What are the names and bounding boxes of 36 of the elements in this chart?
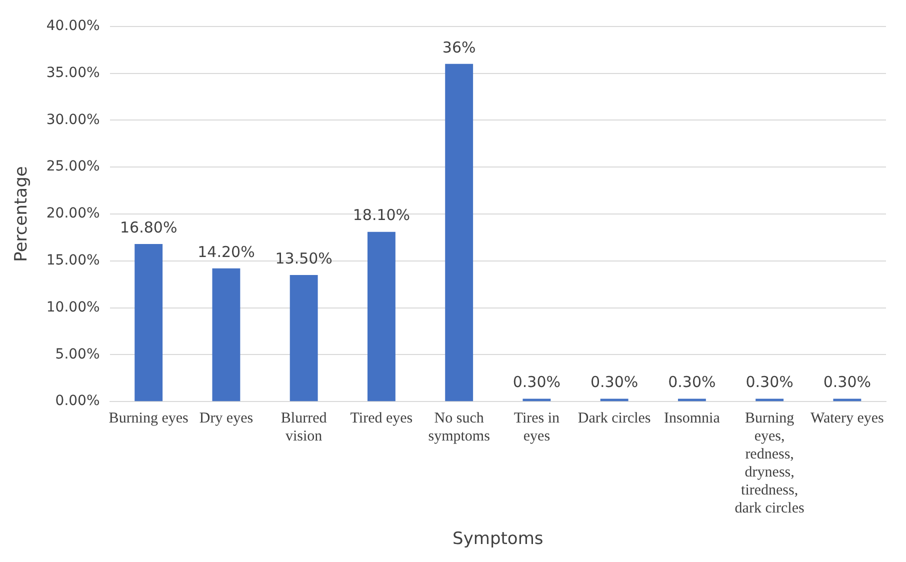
bar	[134, 244, 163, 402]
y-tick-label: 30.00%	[46, 112, 100, 128]
data-label: 0.30%	[590, 373, 638, 392]
y-tick-label: 10.00%	[46, 299, 100, 316]
data-label: 16.80%	[120, 218, 178, 236]
y-axis-title: Percentage	[12, 166, 32, 262]
bar	[212, 268, 240, 402]
bar	[367, 232, 396, 402]
y-tick-label: 25.00%	[46, 158, 100, 175]
bar	[445, 64, 474, 402]
y-tick-label: 5.00%	[55, 346, 100, 362]
x-tick-label: Burning eyes	[108, 410, 189, 427]
data-label: 0.30%	[668, 373, 716, 392]
x-tick-label: Dark circles	[578, 410, 651, 427]
x-tick-label: No such symptoms	[428, 410, 490, 445]
data-label: 0.30%	[512, 373, 561, 392]
y-tick-label: 40.00%	[46, 18, 100, 34]
x-tick-label: Watery eyes	[810, 410, 884, 427]
data-label: 0.30%	[823, 373, 872, 392]
data-label: 18.10%	[352, 206, 410, 224]
y-tick-label: 20.00%	[46, 206, 100, 222]
y-tick-label: 35.00%	[46, 64, 100, 81]
x-tick-label: Insomnia	[664, 410, 720, 427]
y-tick-label: 15.00%	[46, 252, 100, 269]
x-axis-title: Symptoms	[452, 529, 544, 550]
data-label: 36%	[442, 38, 476, 56]
x-tick-label: Blurred vision	[280, 410, 328, 445]
x-tick-label: Dry eyes	[199, 410, 254, 427]
data-label: 13.50%	[275, 249, 332, 268]
y-tick-label: 0.00%	[55, 393, 100, 410]
data-label: 0.30%	[746, 373, 794, 392]
x-tick-label: Tires in eyes	[514, 410, 560, 445]
x-tick-label: Tired eyes	[350, 410, 413, 427]
x-tick-label: Burning eyes, redness, dryness, tiredness, dark circles	[734, 410, 804, 517]
data-label: 14.20%	[198, 242, 255, 261]
bar	[290, 274, 318, 402]
